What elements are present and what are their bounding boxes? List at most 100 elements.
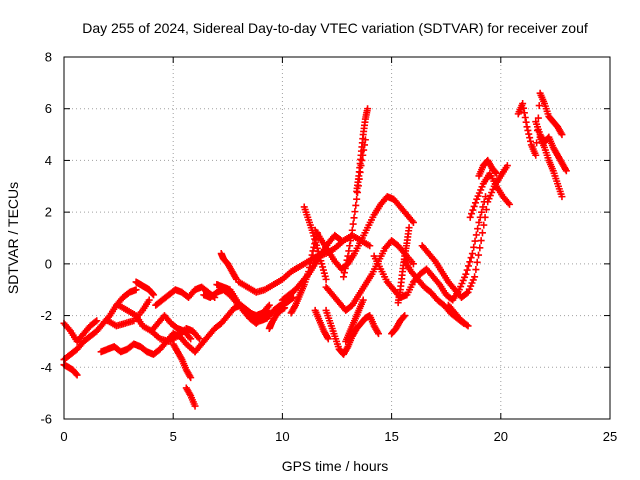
data-marks <box>60 89 570 410</box>
data-point <box>473 258 481 266</box>
series-trace-7 <box>132 278 158 299</box>
data-point <box>463 289 471 297</box>
series-trace-38 <box>536 133 566 201</box>
series-trace-27 <box>353 105 372 195</box>
data-point <box>265 301 273 309</box>
series-trace-16 <box>235 231 374 296</box>
x-axis-label: GPS time / hours <box>282 458 389 474</box>
data-point <box>305 263 313 271</box>
data-point <box>191 402 199 410</box>
data-point <box>364 105 372 113</box>
series-trace-35 <box>475 156 500 180</box>
data-point <box>524 126 532 134</box>
data-point <box>340 269 348 277</box>
data-point <box>562 167 570 175</box>
x-tick-label: 20 <box>494 429 508 444</box>
data-point <box>533 139 541 147</box>
data-point <box>462 270 470 278</box>
data-point <box>506 200 514 208</box>
series-trace-6 <box>115 301 203 345</box>
data-point <box>481 213 489 221</box>
data-point <box>468 250 476 258</box>
data-point <box>472 266 480 274</box>
data-point <box>195 335 203 343</box>
series-trace-17 <box>265 304 289 332</box>
data-point <box>463 321 471 329</box>
data-point <box>474 225 482 233</box>
y-tick-label: 4 <box>45 153 52 168</box>
data-point <box>478 208 486 216</box>
data-point <box>91 318 99 326</box>
data-point <box>526 134 534 142</box>
data-point <box>264 310 272 318</box>
data-point <box>535 102 543 110</box>
data-point <box>523 123 531 131</box>
y-tick-label: -4 <box>40 360 52 375</box>
data-point <box>374 330 382 338</box>
data-point <box>306 259 314 267</box>
data-point <box>349 220 357 228</box>
data-point <box>145 296 153 304</box>
data-point <box>409 260 417 268</box>
data-point <box>522 118 530 126</box>
data-point <box>400 313 408 321</box>
x-tick-label: 25 <box>603 429 617 444</box>
data-point <box>471 199 479 207</box>
series-trace-14 <box>213 281 273 327</box>
chart-title: Day 255 of 2024, Sidereal Day-to-day VTE… <box>82 20 588 36</box>
data-point <box>472 231 480 239</box>
data-point <box>471 273 479 281</box>
data-point <box>475 251 483 259</box>
series-trace-22 <box>322 237 417 314</box>
data-point <box>342 260 350 268</box>
data-point <box>409 218 417 226</box>
series-trace-12 <box>191 293 297 356</box>
data-point <box>405 224 413 232</box>
data-point <box>492 169 500 177</box>
data-point <box>534 114 542 122</box>
series-trace-34 <box>466 169 514 221</box>
series-trace-8 <box>147 312 195 343</box>
data-point <box>519 100 527 108</box>
data-point <box>351 208 359 216</box>
data-point <box>347 237 355 245</box>
series-trace-23 <box>311 306 332 343</box>
series-trace-3 <box>60 361 81 379</box>
data-point <box>466 258 474 266</box>
data-point <box>464 262 472 270</box>
data-point <box>344 252 352 260</box>
data-point <box>337 237 345 245</box>
data-point <box>525 130 533 138</box>
data-point <box>478 229 486 237</box>
series-trace-10 <box>169 340 195 382</box>
data-point <box>471 237 479 245</box>
series-trace-21 <box>311 193 417 273</box>
y-tick-label: 6 <box>45 101 52 116</box>
data-point <box>477 237 485 245</box>
series-trace-32 <box>418 162 511 301</box>
data-point <box>469 206 477 214</box>
plot-frame <box>63 56 611 420</box>
y-tick-label: 0 <box>45 256 52 271</box>
data-point <box>341 265 349 273</box>
data-point <box>345 247 353 255</box>
data-point <box>308 251 316 259</box>
data-point <box>521 114 529 122</box>
data-point <box>347 231 355 239</box>
data-point <box>187 374 195 382</box>
x-tick-label: 5 <box>170 429 177 444</box>
data-point <box>463 266 471 274</box>
data-point <box>93 317 101 325</box>
series-trace-11 <box>182 384 199 410</box>
y-tick-label: 8 <box>45 50 52 65</box>
data-point <box>520 109 528 117</box>
series-trace-2 <box>60 286 140 364</box>
data-point <box>532 151 540 159</box>
data-point <box>322 275 330 283</box>
data-point <box>366 242 374 250</box>
data-point <box>492 168 500 176</box>
data-point <box>470 202 478 210</box>
data-point <box>520 104 528 112</box>
data-point <box>340 273 348 281</box>
data-point <box>466 213 474 221</box>
